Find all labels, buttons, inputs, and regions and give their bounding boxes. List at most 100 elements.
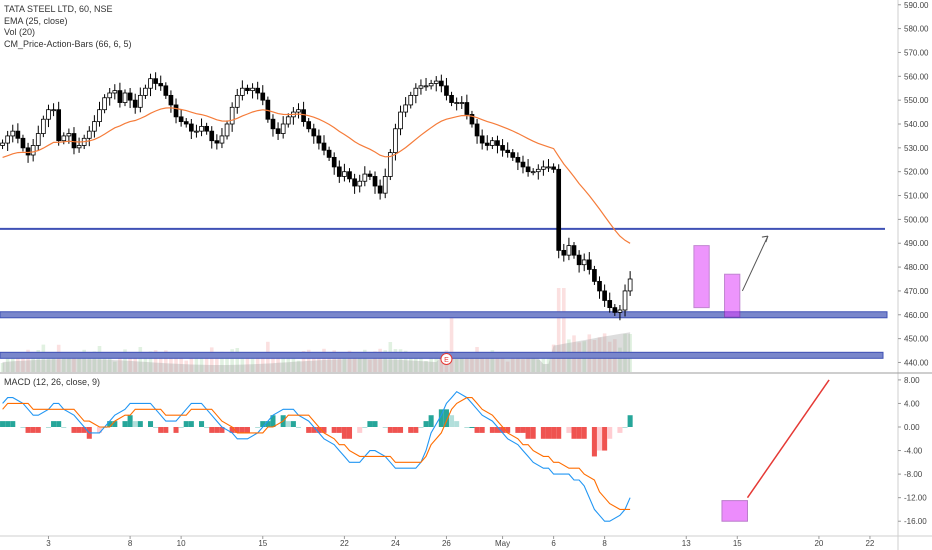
macd-histogram-bar bbox=[265, 421, 271, 427]
candle-body bbox=[530, 171, 536, 174]
macd-histogram-bar bbox=[627, 415, 633, 427]
candle-body bbox=[158, 83, 164, 87]
volume-bar bbox=[26, 349, 30, 372]
macd-histogram-bar bbox=[438, 409, 444, 427]
candle-body bbox=[306, 121, 312, 130]
macd-histogram-bar bbox=[398, 427, 404, 433]
volume-bar bbox=[327, 355, 331, 372]
macd-histogram-bar bbox=[127, 415, 133, 427]
macd-histogram-bar bbox=[464, 427, 470, 428]
macd-histogram-bar bbox=[285, 421, 291, 427]
candle-body bbox=[474, 123, 480, 137]
volume-bar bbox=[357, 355, 362, 372]
candle-body bbox=[199, 125, 204, 132]
macd-histogram-bar bbox=[362, 427, 368, 428]
candle-body bbox=[541, 166, 546, 170]
price-tick-label: 570.00 bbox=[904, 48, 929, 57]
volume-bar bbox=[541, 355, 546, 372]
volume-bar bbox=[556, 288, 561, 372]
macd-histogram-bar bbox=[270, 415, 276, 427]
macd-histogram-bar bbox=[295, 427, 302, 428]
earnings-marker-label: E bbox=[444, 357, 449, 364]
candle-body bbox=[46, 109, 51, 120]
price-tick-label: 590.00 bbox=[904, 1, 929, 10]
macd-histogram-bar bbox=[505, 427, 511, 433]
candle-body bbox=[219, 135, 225, 144]
macd-legend: MACD (12, 26, close, 9) bbox=[4, 377, 100, 389]
candle-body bbox=[515, 156, 521, 163]
macd-highlight-box bbox=[721, 500, 748, 522]
candle-body bbox=[321, 142, 327, 151]
candle-body bbox=[41, 118, 46, 134]
macd-histogram-bar bbox=[204, 427, 210, 428]
volume-bar bbox=[174, 352, 178, 372]
time-tick-label: 24 bbox=[391, 539, 400, 548]
volume-legend[interactable]: Vol (20) bbox=[4, 27, 36, 37]
macd-histogram-bar bbox=[418, 427, 424, 428]
volume-bar bbox=[148, 351, 153, 372]
volume-bar bbox=[225, 356, 229, 372]
volume-bar bbox=[164, 350, 168, 372]
candle-body bbox=[311, 128, 317, 137]
volume-bar bbox=[220, 351, 224, 372]
candle-body bbox=[35, 133, 41, 146]
candle-body bbox=[331, 156, 337, 168]
volume-bar bbox=[250, 352, 255, 372]
volume-series bbox=[0, 288, 632, 372]
volume-bar bbox=[113, 361, 117, 372]
macd-histogram-bar bbox=[35, 427, 41, 433]
volume-bar bbox=[470, 352, 474, 372]
candle-body bbox=[270, 118, 276, 130]
macd-trend-arrow bbox=[746, 379, 830, 499]
price-action-highlight bbox=[693, 245, 710, 309]
volume-bar bbox=[255, 358, 260, 372]
macd-histogram-bar bbox=[178, 427, 184, 428]
volume-bar bbox=[118, 352, 122, 372]
volume-bar bbox=[352, 357, 357, 372]
candle-body bbox=[214, 140, 220, 144]
macd-histogram-bar bbox=[244, 427, 250, 433]
macd-histogram-bar bbox=[229, 427, 235, 433]
candle-body bbox=[336, 166, 342, 177]
symbol-title[interactable]: TATA STEEL LTD, 60, NSE bbox=[4, 4, 113, 14]
candle-body bbox=[204, 125, 209, 132]
candle-body bbox=[61, 135, 67, 142]
macd-histogram-bar bbox=[607, 427, 613, 439]
price-tick-label: 580.00 bbox=[904, 25, 929, 34]
candle-body bbox=[107, 92, 113, 99]
candle-body bbox=[403, 104, 408, 113]
candle-series bbox=[0, 72, 633, 321]
macd-histogram-bar bbox=[107, 421, 113, 427]
price-tick-label: 510.00 bbox=[904, 192, 929, 201]
macd-histogram-bar bbox=[392, 427, 398, 433]
candle-body bbox=[377, 185, 383, 194]
macd-legend-label[interactable]: MACD (12, 26, close, 9) bbox=[4, 377, 101, 387]
volume-bar bbox=[449, 314, 454, 372]
price-action-bars-legend[interactable]: CM_Price-Action-Bars (66, 6, 5) bbox=[4, 38, 132, 49]
macd-histogram-bar bbox=[494, 427, 500, 433]
macd-histogram-bar bbox=[341, 427, 347, 439]
candle-body bbox=[326, 149, 332, 158]
price-tick-label: 540.00 bbox=[904, 120, 929, 129]
macd-histogram-bar bbox=[214, 427, 220, 433]
price-tick-label: 440.00 bbox=[904, 358, 929, 367]
candle-body bbox=[423, 85, 429, 88]
macd-histogram-bar bbox=[188, 421, 194, 427]
macd-histogram-bar bbox=[321, 427, 327, 433]
volume-bar bbox=[10, 352, 15, 372]
candle-body bbox=[5, 135, 10, 144]
macd-histogram-bar bbox=[566, 427, 572, 433]
candle-body bbox=[602, 290, 607, 301]
volume-bar bbox=[398, 349, 403, 372]
candle-body bbox=[260, 92, 266, 101]
candle-body bbox=[495, 140, 500, 146]
candle-body bbox=[607, 300, 613, 309]
candle-body bbox=[51, 109, 56, 112]
candle-body bbox=[571, 245, 577, 256]
earnings-marker: E bbox=[440, 353, 453, 365]
ema-legend[interactable]: EMA (25, close) bbox=[4, 15, 68, 26]
candle-body bbox=[102, 97, 107, 111]
candle-body bbox=[505, 149, 511, 154]
candle-body bbox=[163, 85, 169, 96]
